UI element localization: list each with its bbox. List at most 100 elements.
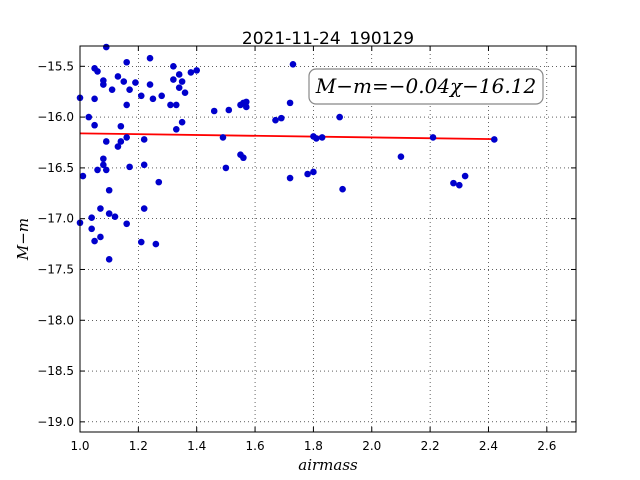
data-point xyxy=(85,113,93,121)
data-point xyxy=(178,78,186,85)
y-tick-label: −17.5 xyxy=(37,262,74,276)
y-tick-label: −17.0 xyxy=(37,212,74,226)
data-point xyxy=(155,178,163,186)
data-point xyxy=(286,174,294,182)
y-tick-label: −18.5 xyxy=(37,364,74,378)
data-point xyxy=(187,69,195,76)
x-tick-label: 2.4 xyxy=(479,439,498,453)
data-point xyxy=(97,233,104,241)
x-tick-label: 2.6 xyxy=(537,439,556,453)
chart-title: 2021-11-24_190129 xyxy=(242,29,414,49)
data-point xyxy=(102,138,110,145)
data-point xyxy=(429,134,437,141)
data-point xyxy=(126,163,133,171)
data-point xyxy=(114,143,122,150)
data-point xyxy=(123,101,130,109)
data-point xyxy=(243,98,250,106)
data-point xyxy=(88,214,95,221)
data-point xyxy=(397,153,405,161)
data-point xyxy=(455,181,463,189)
data-point xyxy=(289,60,297,68)
y-tick-label: −19.0 xyxy=(37,415,74,429)
data-point xyxy=(313,135,320,142)
data-point xyxy=(100,161,107,169)
data-point xyxy=(140,161,148,169)
data-point xyxy=(146,54,154,62)
data-point xyxy=(152,240,160,248)
data-point xyxy=(91,121,98,129)
data-point xyxy=(286,99,294,107)
data-point xyxy=(170,63,177,70)
data-point xyxy=(105,186,113,194)
data-point xyxy=(126,86,133,93)
grid xyxy=(79,46,576,432)
data-point xyxy=(114,73,122,80)
data-point xyxy=(94,68,101,75)
data-point xyxy=(108,86,116,93)
data-point xyxy=(181,89,189,97)
data-point xyxy=(105,256,113,263)
data-point xyxy=(318,134,326,141)
data-point xyxy=(178,118,186,126)
fit-layer xyxy=(79,132,495,141)
data-point xyxy=(172,101,180,109)
data-point xyxy=(100,77,107,84)
plot-frame xyxy=(79,45,577,433)
data-point xyxy=(172,125,180,133)
fit-line xyxy=(79,132,495,141)
data-point xyxy=(123,58,130,66)
data-point xyxy=(225,106,233,114)
data-point xyxy=(167,101,174,109)
y-tick-label: −18.0 xyxy=(37,313,74,327)
annotation-box xyxy=(308,68,544,105)
data-point xyxy=(146,81,154,88)
y-tick-label: −15.5 xyxy=(37,59,74,73)
scatter-points xyxy=(76,43,498,263)
data-point xyxy=(97,205,104,212)
data-point xyxy=(310,168,317,176)
y-tick-label: −16.0 xyxy=(37,110,74,124)
x-tick-label: 1.8 xyxy=(304,439,323,453)
data-point xyxy=(88,225,95,233)
data-point xyxy=(193,67,201,74)
data-point xyxy=(100,155,107,163)
x-tick-label: 2.2 xyxy=(421,439,440,453)
x-tick-label: 1.6 xyxy=(246,439,265,453)
y-tick-label: −16.5 xyxy=(37,161,74,175)
data-point xyxy=(158,92,165,100)
data-point xyxy=(272,116,279,124)
data-point xyxy=(149,95,157,103)
data-point xyxy=(123,134,130,141)
annotation-text: M−m=−0.04χ−16.12 xyxy=(315,74,536,98)
data-point xyxy=(105,210,113,217)
data-point xyxy=(339,185,346,193)
x-tick-label: 2.0 xyxy=(362,439,381,453)
x-axis-label: airmass xyxy=(298,456,358,474)
data-point xyxy=(278,114,285,122)
data-point xyxy=(140,205,148,212)
data-point xyxy=(450,179,457,187)
data-point xyxy=(210,107,218,115)
data-point xyxy=(132,79,139,86)
data-point xyxy=(219,134,227,141)
data-point xyxy=(102,43,110,51)
data-point xyxy=(170,76,177,83)
data-point xyxy=(91,237,98,245)
data-point xyxy=(336,113,343,121)
fit-annotation: M−m=−0.04χ−16.12 xyxy=(308,68,544,105)
x-axis-ticks: 1.0 1.2 1.4 1.6 1.8 2.0 2.2 2.4 2.6 xyxy=(70,46,556,453)
data-point xyxy=(175,84,183,91)
data-point xyxy=(120,78,128,85)
data-point xyxy=(137,92,145,100)
data-point xyxy=(304,170,311,178)
data-point xyxy=(117,138,125,145)
x-tick-label: 1.0 xyxy=(70,439,89,453)
x-tick-label: 1.2 xyxy=(129,439,148,453)
data-point xyxy=(137,238,145,246)
data-point xyxy=(175,71,183,78)
data-point xyxy=(123,220,130,228)
data-point xyxy=(491,136,498,143)
data-point xyxy=(243,103,250,111)
data-point xyxy=(117,122,125,130)
